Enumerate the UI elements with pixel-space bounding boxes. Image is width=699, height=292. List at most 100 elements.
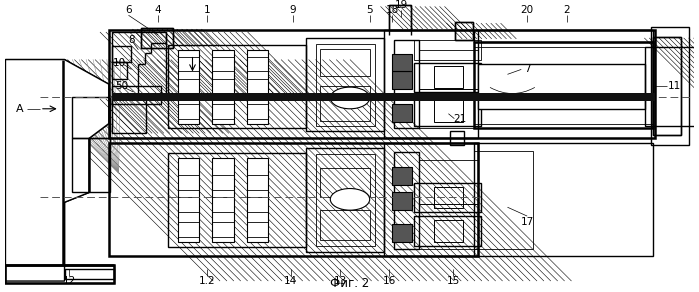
Text: 13: 13 bbox=[333, 276, 347, 286]
Bar bbox=[474, 47, 653, 124]
Text: 4: 4 bbox=[154, 5, 161, 15]
Ellipse shape bbox=[331, 189, 370, 210]
Bar bbox=[305, 148, 384, 251]
Text: 1.2: 1.2 bbox=[199, 276, 215, 286]
Text: 12: 12 bbox=[63, 276, 76, 286]
Bar bbox=[247, 158, 268, 242]
Bar bbox=[433, 100, 463, 121]
Bar bbox=[315, 44, 375, 126]
Bar bbox=[653, 37, 681, 135]
Text: 9: 9 bbox=[289, 5, 296, 15]
Bar bbox=[320, 168, 370, 197]
Bar bbox=[384, 30, 478, 138]
Bar bbox=[109, 30, 655, 138]
Bar bbox=[247, 197, 268, 212]
Bar bbox=[212, 197, 234, 212]
Bar bbox=[305, 38, 384, 131]
Bar bbox=[168, 45, 305, 128]
Ellipse shape bbox=[331, 87, 370, 109]
Bar bbox=[6, 265, 114, 283]
Bar bbox=[392, 167, 412, 185]
Bar bbox=[419, 160, 478, 204]
Bar bbox=[112, 32, 166, 99]
Bar bbox=[419, 50, 478, 89]
Bar bbox=[478, 65, 645, 109]
Text: 21: 21 bbox=[454, 114, 467, 124]
Bar bbox=[455, 22, 473, 40]
Bar bbox=[73, 138, 110, 192]
Polygon shape bbox=[6, 60, 109, 281]
Bar bbox=[178, 197, 199, 212]
Bar bbox=[419, 89, 478, 128]
Bar bbox=[392, 54, 412, 71]
Bar bbox=[433, 220, 463, 242]
Bar bbox=[168, 153, 305, 247]
Bar bbox=[384, 143, 478, 256]
Bar bbox=[178, 222, 199, 237]
Text: 50: 50 bbox=[115, 81, 128, 91]
Bar bbox=[178, 57, 199, 71]
Bar bbox=[212, 50, 234, 124]
Text: 7: 7 bbox=[524, 65, 531, 74]
Bar bbox=[178, 79, 199, 94]
Bar bbox=[247, 57, 268, 71]
Bar bbox=[141, 28, 173, 48]
Bar bbox=[645, 47, 695, 126]
Text: 15: 15 bbox=[447, 276, 460, 286]
Bar bbox=[247, 50, 268, 124]
Bar bbox=[247, 222, 268, 237]
Bar bbox=[178, 175, 199, 190]
Text: 11: 11 bbox=[668, 81, 682, 91]
Bar bbox=[474, 143, 653, 256]
Bar bbox=[414, 40, 481, 60]
Bar bbox=[474, 42, 653, 128]
Bar bbox=[455, 22, 473, 40]
Bar bbox=[247, 104, 268, 119]
Bar bbox=[178, 104, 199, 119]
Bar bbox=[212, 175, 234, 190]
Bar bbox=[651, 27, 689, 145]
Bar bbox=[474, 30, 653, 42]
Bar bbox=[320, 86, 370, 121]
Bar bbox=[315, 154, 375, 246]
Text: Фиг. 2: Фиг. 2 bbox=[331, 277, 370, 291]
Bar bbox=[414, 62, 481, 92]
Bar bbox=[392, 104, 412, 121]
Text: A: A bbox=[15, 104, 23, 114]
Bar bbox=[6, 265, 114, 283]
Bar bbox=[247, 79, 268, 94]
Bar bbox=[419, 204, 478, 248]
Text: 10: 10 bbox=[113, 58, 127, 67]
Bar bbox=[141, 28, 173, 48]
Bar bbox=[212, 57, 234, 71]
Bar bbox=[392, 71, 412, 89]
Bar bbox=[112, 62, 127, 79]
Bar bbox=[392, 192, 412, 210]
Bar bbox=[320, 210, 370, 240]
Bar bbox=[112, 46, 131, 62]
Text: 8: 8 bbox=[128, 35, 135, 45]
Bar bbox=[414, 182, 481, 212]
Bar bbox=[178, 158, 199, 242]
Text: 18: 18 bbox=[386, 5, 399, 15]
Text: 19: 19 bbox=[394, 0, 408, 11]
Text: 16: 16 bbox=[383, 276, 396, 286]
Bar bbox=[389, 6, 411, 30]
Text: 2: 2 bbox=[563, 5, 570, 15]
Bar bbox=[212, 222, 234, 237]
Bar bbox=[109, 143, 478, 256]
Bar bbox=[389, 6, 411, 30]
Bar bbox=[392, 224, 412, 242]
Bar bbox=[474, 151, 533, 248]
Bar bbox=[112, 86, 161, 104]
Bar bbox=[112, 99, 146, 133]
Bar bbox=[653, 37, 681, 135]
Text: 6: 6 bbox=[125, 5, 132, 15]
Text: 1: 1 bbox=[204, 5, 210, 15]
Bar bbox=[394, 152, 419, 248]
Bar bbox=[394, 40, 419, 128]
Bar bbox=[178, 50, 199, 124]
Bar bbox=[414, 216, 481, 246]
Text: 14: 14 bbox=[284, 276, 298, 286]
Bar bbox=[247, 175, 268, 190]
